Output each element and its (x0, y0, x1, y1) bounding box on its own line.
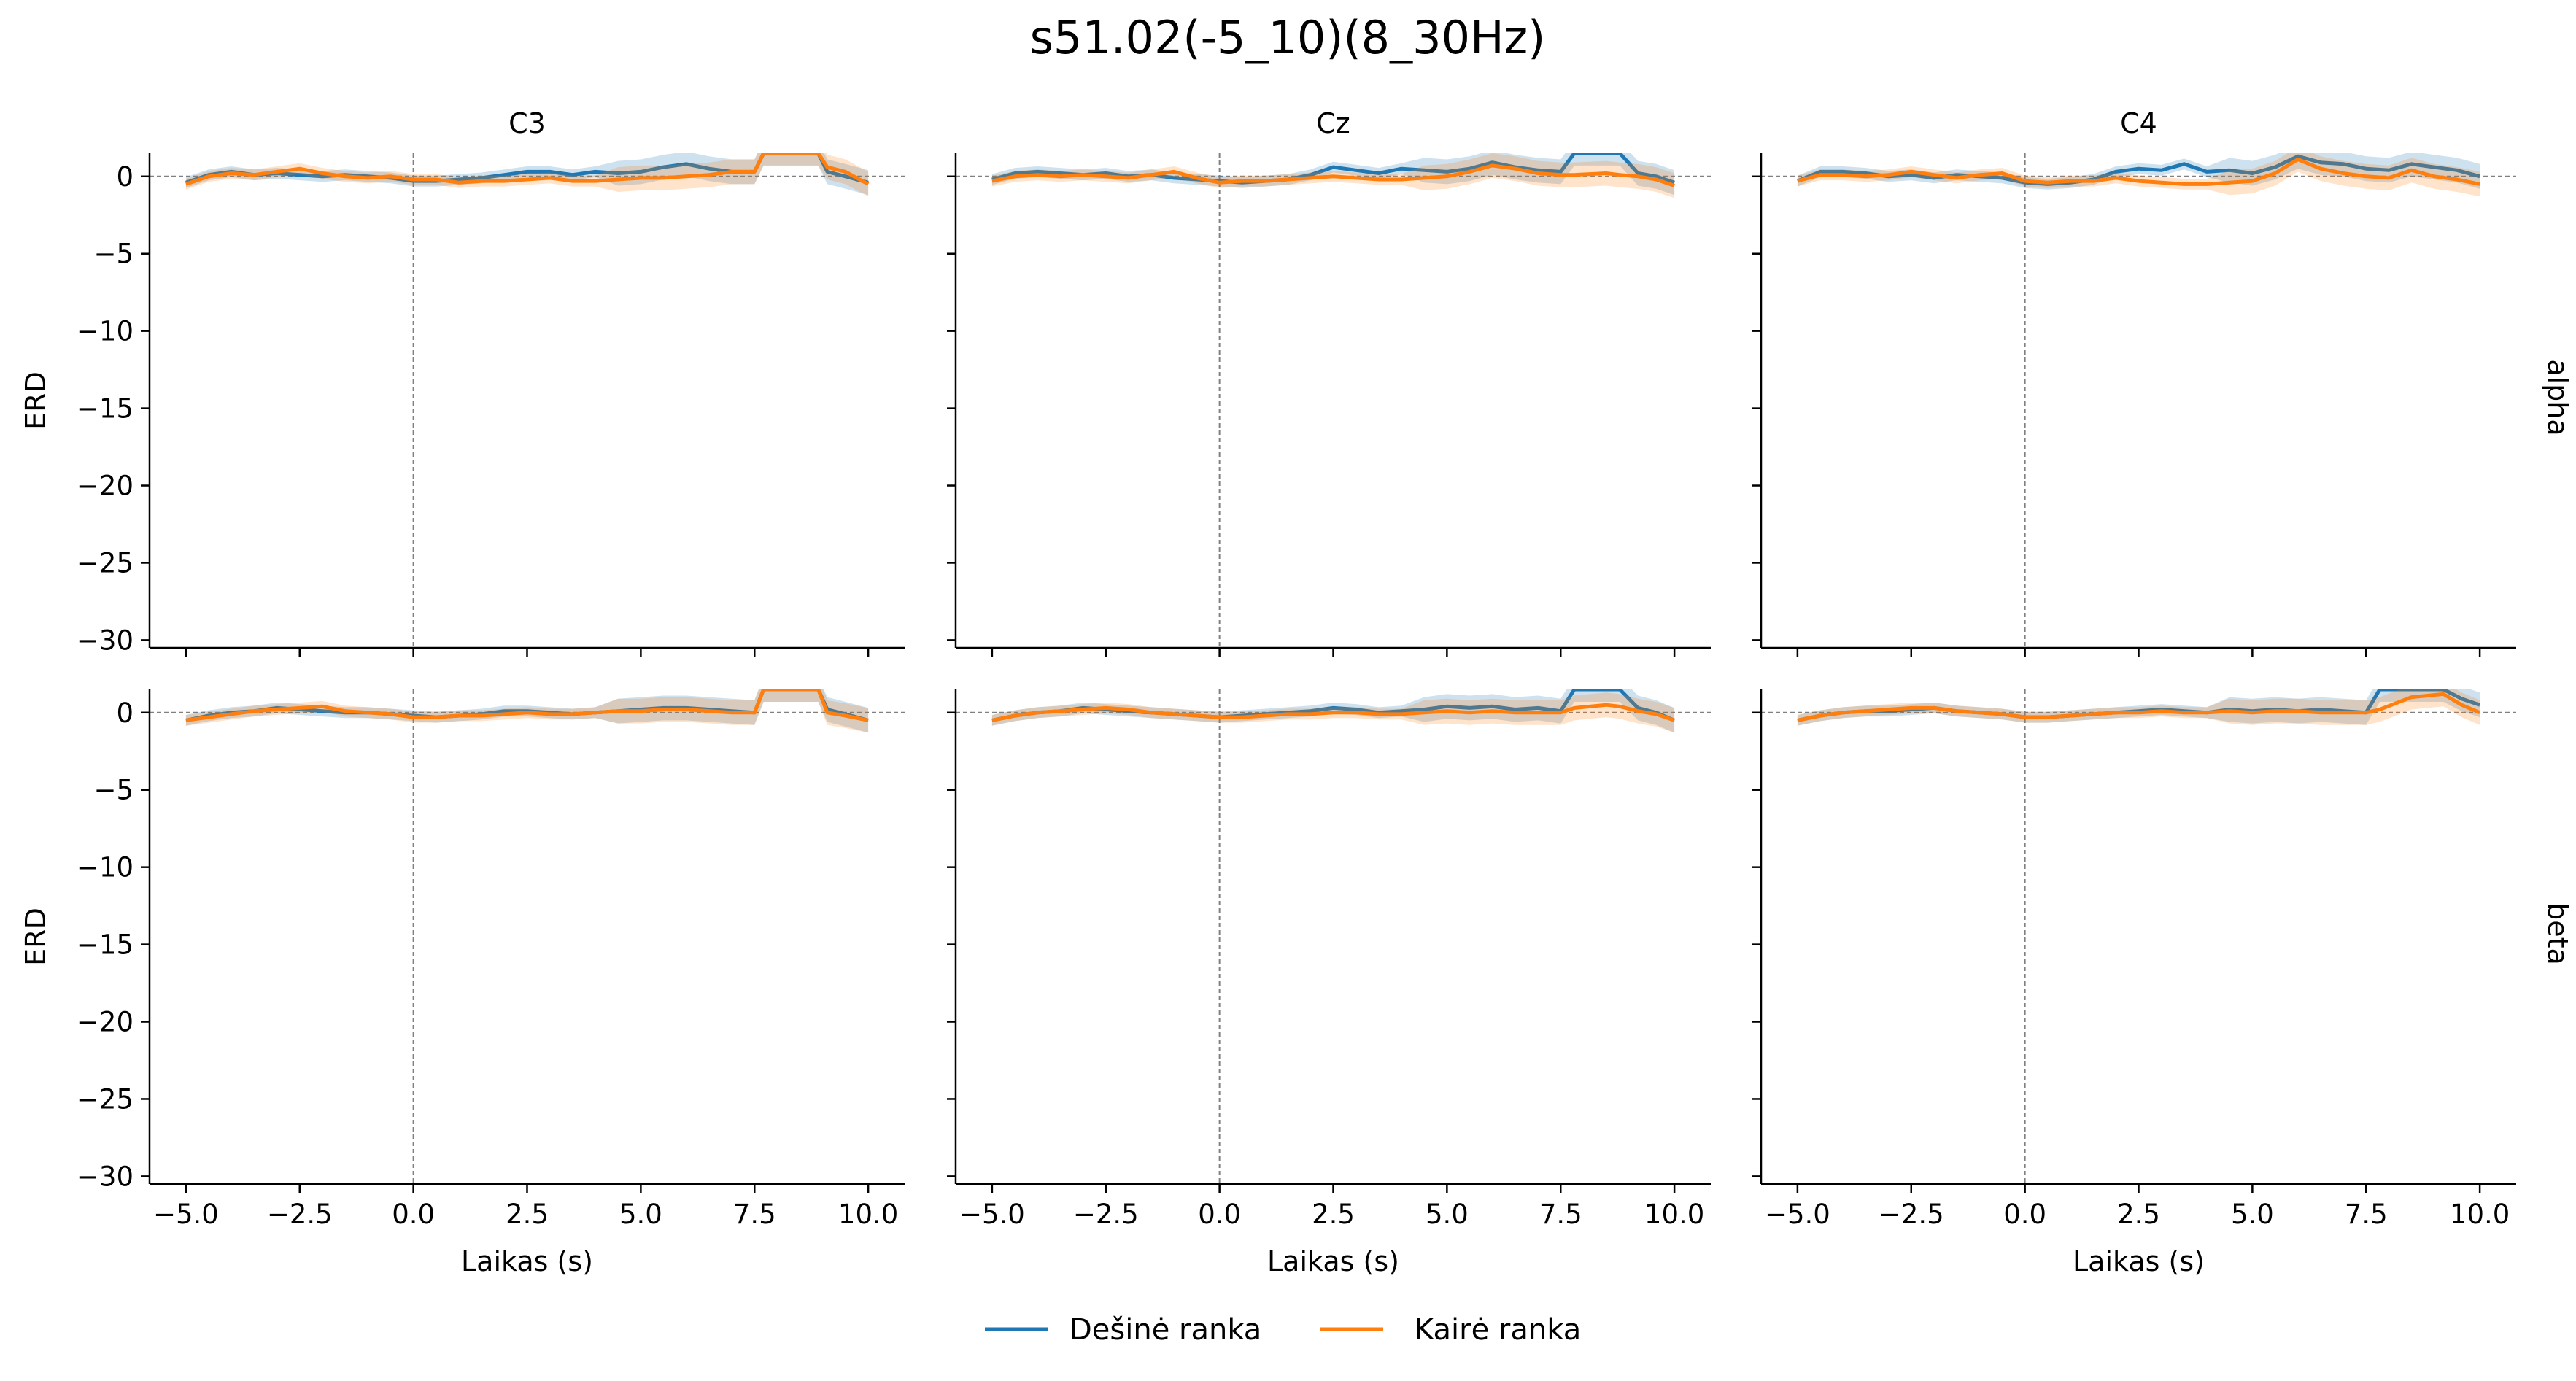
y-tick-label: −5 (93, 775, 134, 806)
series-group (1796, 153, 2480, 197)
series-group (991, 153, 1675, 198)
y-tick-label: −30 (77, 1161, 134, 1192)
x-tick-label: 10.0 (838, 1199, 898, 1230)
series-group (185, 153, 870, 197)
x-tick-label: 5.0 (2231, 1199, 2274, 1230)
series-line-left-hand (991, 703, 1675, 722)
x-tick-label: −5.0 (153, 1199, 219, 1230)
panel-title: Cz (1316, 107, 1350, 139)
panel-1: Cz (947, 107, 1711, 657)
series-group (185, 689, 869, 733)
x-tick-label: 7.5 (1539, 1199, 1582, 1230)
y-tick-label: −10 (77, 852, 134, 883)
x-tick-label: 0.0 (1198, 1199, 1241, 1230)
panel-title: C3 (508, 107, 546, 139)
x-axis-label: Laikas (s) (461, 1245, 593, 1277)
confidence-band-left-hand (185, 689, 869, 733)
panel-3: 0 −5 −10 −15 −20 −25 −30 −5.0 −2.5 0.0 2.5 5.0 7.5 10… (20, 689, 905, 1277)
x-tick-label: 0.0 (2003, 1199, 2046, 1230)
y-tick-label: 0 (116, 161, 134, 193)
x-tick-label: 5.0 (1426, 1199, 1469, 1230)
panels-group: 0 −5 −10 −15 −20 −25 −30 C3 ERD Cz C4 0 −5 −10 −15 −20 −… (20, 107, 2516, 1277)
confidence-band-left-hand (185, 153, 869, 197)
series-line-right-hand (991, 153, 1675, 185)
x-tick-label: 5.0 (619, 1199, 662, 1230)
y-tick-label: −25 (77, 547, 134, 579)
panel-2: C4 (1752, 107, 2516, 657)
panel-4: −5.0 −2.5 0.0 2.5 5.0 7.5 10.0 Laikas (s) (947, 689, 1711, 1277)
legend-label-left-hand: Kairė ranka (1415, 1313, 1581, 1347)
x-tick-label: 0.0 (392, 1199, 435, 1230)
x-tick-label: −2.5 (267, 1199, 333, 1230)
y-tick-label: −15 (77, 393, 134, 425)
confidence-band-left-hand (1797, 689, 2480, 726)
legend: Dešinė ranka Kairė ranka (985, 1313, 1581, 1347)
x-tick-label: −5.0 (959, 1199, 1025, 1230)
y-tick-label: −10 (77, 316, 134, 347)
series-line-left-hand (185, 689, 869, 722)
x-tick-label: 10.0 (2450, 1199, 2510, 1230)
x-axis-label: Laikas (s) (2073, 1245, 2205, 1277)
series-line-left-hand (1797, 692, 2481, 722)
figure-title: s51.02(-5_10)(8_30Hz) (1030, 11, 1546, 64)
x-tick-label: 2.5 (506, 1199, 549, 1230)
series-line-right-hand (1796, 154, 2480, 186)
panel-5: −5.0 −2.5 0.0 2.5 5.0 7.5 10.0 Laikas (s) (1752, 689, 2516, 1277)
x-tick-label: 2.5 (1312, 1199, 1355, 1230)
series-line-left-hand (185, 153, 870, 186)
legend-label-right-hand: Dešinė ranka (1070, 1313, 1261, 1347)
confidence-band-right-hand (185, 153, 869, 196)
panel-title: C4 (2120, 107, 2157, 139)
x-tick-label: 7.5 (733, 1199, 776, 1230)
row-label-beta: beta (2542, 902, 2574, 965)
x-axis-label: Laikas (s) (1267, 1245, 1399, 1277)
series-line-left-hand (991, 163, 1675, 187)
y-tick-label: −30 (77, 624, 134, 656)
series-group (991, 689, 1676, 733)
x-tick-label: 2.5 (2117, 1199, 2160, 1230)
y-tick-label: −25 (77, 1083, 134, 1115)
row-label-alpha: alpha (2542, 359, 2574, 436)
x-tick-label: 10.0 (1644, 1199, 1704, 1230)
y-tick-label: 0 (116, 697, 134, 729)
series-group (1797, 689, 2481, 726)
x-tick-label: −2.5 (1073, 1199, 1139, 1230)
x-tick-label: −5.0 (1765, 1199, 1830, 1230)
y-tick-label: −20 (77, 471, 134, 502)
y-axis-label: ERD (20, 371, 52, 430)
y-axis-label: ERD (20, 908, 52, 966)
y-tick-label: −5 (93, 239, 134, 270)
panel-0: 0 −5 −10 −15 −20 −25 −30 C3 ERD (20, 107, 905, 657)
x-tick-label: 7.5 (2345, 1199, 2388, 1230)
confidence-band-right-hand (1797, 689, 2480, 726)
x-tick-label: −2.5 (1879, 1199, 1944, 1230)
series-line-left-hand (1797, 158, 2480, 186)
y-tick-label: −20 (77, 1007, 134, 1038)
y-tick-label: −15 (77, 929, 134, 961)
